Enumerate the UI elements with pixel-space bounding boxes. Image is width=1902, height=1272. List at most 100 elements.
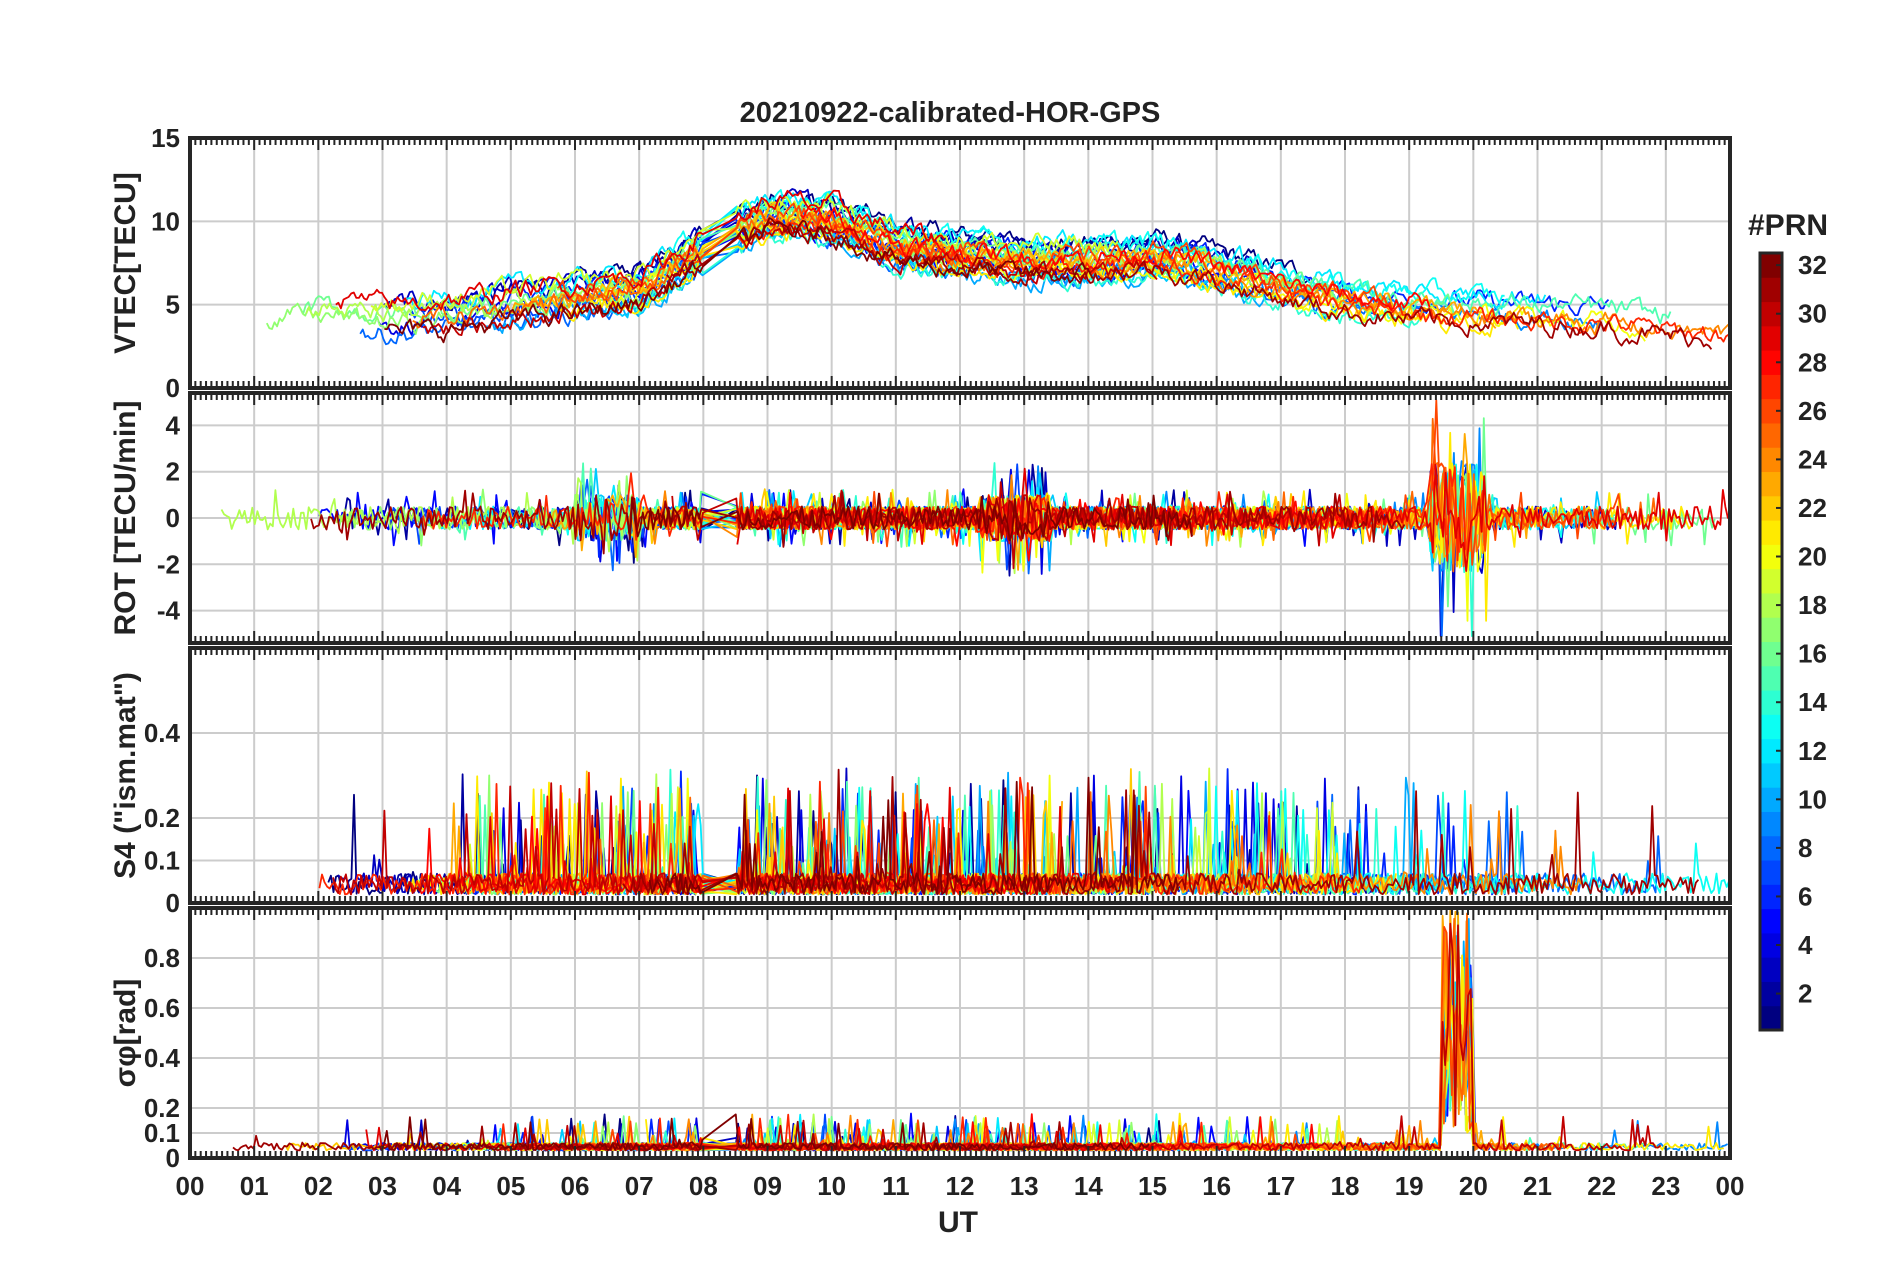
y-tick-label: 2 [166, 457, 180, 487]
colorbar-segment [1760, 932, 1782, 958]
panel-s4: 0 0.1 0.2 0.4S4 ("ism.mat") [109, 646, 1732, 918]
x-tick-label: 03 [368, 1171, 397, 1201]
x-tick-label: 06 [561, 1171, 590, 1201]
colorbar-segment [1760, 860, 1782, 885]
x-tick-label: 10 [817, 1171, 846, 1201]
colorbar-label: #PRN [1748, 209, 1828, 242]
x-tick-label: 23 [1651, 1171, 1680, 1201]
colorbar-tick-label: 2 [1798, 979, 1812, 1009]
x-axis-label: UT [938, 1206, 978, 1239]
y-tick-label: 0.1 [144, 1118, 180, 1148]
x-tick-label: 13 [1010, 1171, 1039, 1201]
x-tick-label: 01 [240, 1171, 269, 1201]
x-tick-label: 05 [496, 1171, 525, 1201]
colorbar-tick-label: 20 [1798, 542, 1827, 572]
x-tick-label: 22 [1587, 1171, 1616, 1201]
colorbar-segment [1760, 544, 1782, 570]
colorbar-segment [1760, 495, 1782, 521]
y-tick-label: 0 [166, 1143, 180, 1173]
colorbar-segment [1760, 301, 1782, 327]
y-tick-label: 5 [166, 290, 180, 320]
x-tick-label: 08 [689, 1171, 718, 1201]
y-axis-label: σφ[rad] [109, 979, 142, 1088]
series-line [422, 224, 1158, 336]
series-group-s4 [318, 767, 1730, 896]
x-tick-label: 17 [1266, 1171, 1295, 1201]
y-tick-label: 0.2 [144, 803, 180, 833]
y-axis-label: VTEC[TECU] [109, 172, 142, 354]
chart-title: 20210922-calibrated-HOR-GPS [740, 97, 1161, 129]
colorbar-tick-label: 32 [1798, 250, 1827, 280]
colorbar-segment [1760, 617, 1782, 642]
x-tick-label: 09 [753, 1171, 782, 1201]
y-tick-label: 0 [166, 503, 180, 533]
x-tick-label: 11 [882, 1171, 910, 1201]
colorbar-frame [1758, 251, 1784, 1032]
colorbar-tick-label: 22 [1798, 493, 1827, 523]
y-tick-label: -4 [157, 596, 181, 626]
colorbar-segment [1760, 447, 1782, 473]
y-tick-label: 0.2 [144, 1093, 180, 1123]
x-tick-label: 15 [1138, 1171, 1167, 1201]
colorbar-segment [1760, 665, 1782, 691]
colorbar-tick-label: 14 [1798, 687, 1827, 717]
colorbar-segment [1760, 520, 1782, 545]
colorbar-tick-label: 18 [1798, 590, 1827, 620]
series-line [648, 776, 1180, 896]
y-tick-label: 0 [166, 888, 180, 918]
y-axis-label: ROT [TECU/min] [109, 401, 142, 636]
colorbar-tick-label: 16 [1798, 639, 1827, 669]
colorbar-segment [1760, 714, 1782, 740]
colorbar-tick-label: 10 [1798, 784, 1827, 814]
x-tick-label: 12 [946, 1171, 975, 1201]
series-line [332, 782, 953, 896]
colorbar-tick-label: 6 [1798, 881, 1812, 911]
colorbar-segment [1760, 422, 1782, 448]
colorbar-tick-label: 8 [1798, 833, 1812, 863]
series-group-vtec [265, 188, 1730, 350]
colorbar-segment [1760, 835, 1782, 861]
colorbar-segment [1760, 787, 1782, 812]
y-tick-label: 15 [151, 123, 180, 153]
colorbar-segment [1760, 884, 1782, 910]
colorbar-segment [1760, 350, 1782, 375]
colorbar-segment [1760, 690, 1782, 715]
colorbar-segment [1760, 811, 1782, 837]
y-tick-label: -2 [157, 549, 180, 579]
x-tick-label: 07 [625, 1171, 654, 1201]
y-axis-label: S4 ("ism.mat") [109, 672, 142, 879]
colorbar-segment [1760, 398, 1782, 424]
colorbar-segment [1760, 277, 1782, 303]
series-line [666, 220, 1713, 350]
colorbar-segment [1760, 908, 1782, 934]
x-tick-label: 21 [1523, 1171, 1552, 1201]
colorbar-tick-label: 30 [1798, 299, 1827, 329]
x-tick-label: 14 [1074, 1171, 1103, 1201]
y-tick-label: 0.1 [144, 846, 180, 876]
colorbar-segment [1760, 253, 1782, 278]
colorbar-segment [1760, 471, 1782, 497]
colorbar-segment [1760, 762, 1782, 788]
series-group-rot [220, 399, 1729, 637]
colorbar-segment [1760, 957, 1782, 982]
colorbar-segment [1760, 374, 1782, 400]
x-tick-labels: 00 01 02 03 04 05 06 07 08 09 10 11 12 13 14 15 16 17 18 19… [176, 1171, 1745, 1201]
colorbar-segment [1760, 981, 1782, 1007]
y-tick-label: 0.4 [144, 718, 181, 748]
x-tick-label: 00 [176, 1171, 205, 1201]
panel-rot: -4 -2 0 2 4 ROT [TECU/min] [109, 391, 1732, 645]
series-group-sigma [232, 909, 1729, 1152]
y-tick-label: 0.8 [144, 943, 180, 973]
series-line [299, 204, 1454, 323]
series-line [384, 217, 1094, 344]
x-tick-label: 16 [1202, 1171, 1231, 1201]
x-tick-label: 00 [1716, 1171, 1745, 1201]
colorbar-tick-label: 26 [1798, 396, 1827, 426]
x-tick-label: 04 [432, 1171, 461, 1201]
colorbar-segment [1760, 1005, 1782, 1031]
x-tick-label: 18 [1331, 1171, 1360, 1201]
y-tick-label: 0.4 [144, 1043, 181, 1073]
